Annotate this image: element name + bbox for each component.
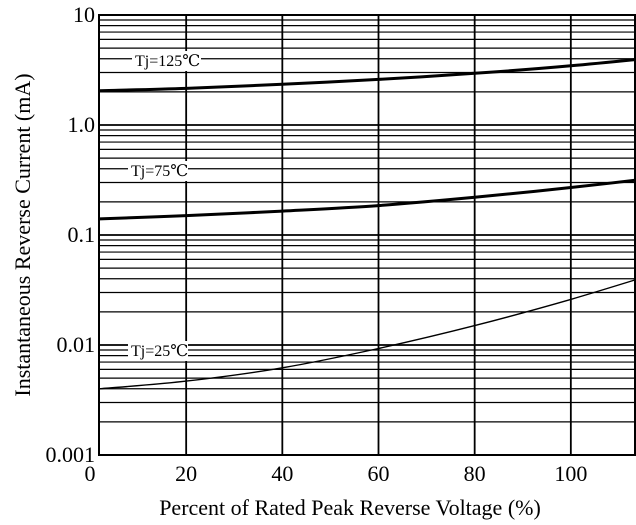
y-tick-label: 10 [73, 2, 95, 27]
y-axis-title: Instantaneous Reverse Current (mA) [10, 73, 35, 396]
x-tick-label: 80 [464, 461, 486, 486]
series-label: Tj=75℃ [131, 163, 188, 180]
x-tick-label: 100 [554, 461, 587, 486]
series-label-background [128, 161, 188, 181]
series-line [99, 178, 635, 221]
x-tick-label: 40 [271, 461, 293, 486]
y-tick-label: 0.01 [57, 332, 96, 357]
series-lines [99, 58, 635, 390]
plot-frame [98, 14, 636, 456]
series-label: Tj=25℃ [131, 343, 188, 360]
x-tick-label: 0 [85, 461, 96, 486]
series-labels: Tj=125℃ Tj=75℃ Tj=25℃ [128, 51, 201, 361]
x-tick-label: 60 [368, 461, 390, 486]
y-tick-label: 1.0 [68, 112, 96, 137]
series-label: Tj=125℃ [135, 53, 200, 70]
x-axis-title: Percent of Rated Peak Reverse Voltage (%… [159, 495, 541, 520]
grid-lines [99, 15, 635, 456]
series-label-background [132, 51, 201, 71]
tick-labels: 0 20 40 60 80 100 0.001 0.01 0.1 1.0 10 [46, 2, 588, 486]
series-line [99, 58, 635, 93]
x-tick-label: 20 [175, 461, 197, 486]
y-tick-label: 0.1 [68, 222, 96, 247]
y-tick-label: 0.001 [46, 442, 96, 467]
series-label-background [128, 341, 188, 361]
series-line [99, 279, 635, 390]
